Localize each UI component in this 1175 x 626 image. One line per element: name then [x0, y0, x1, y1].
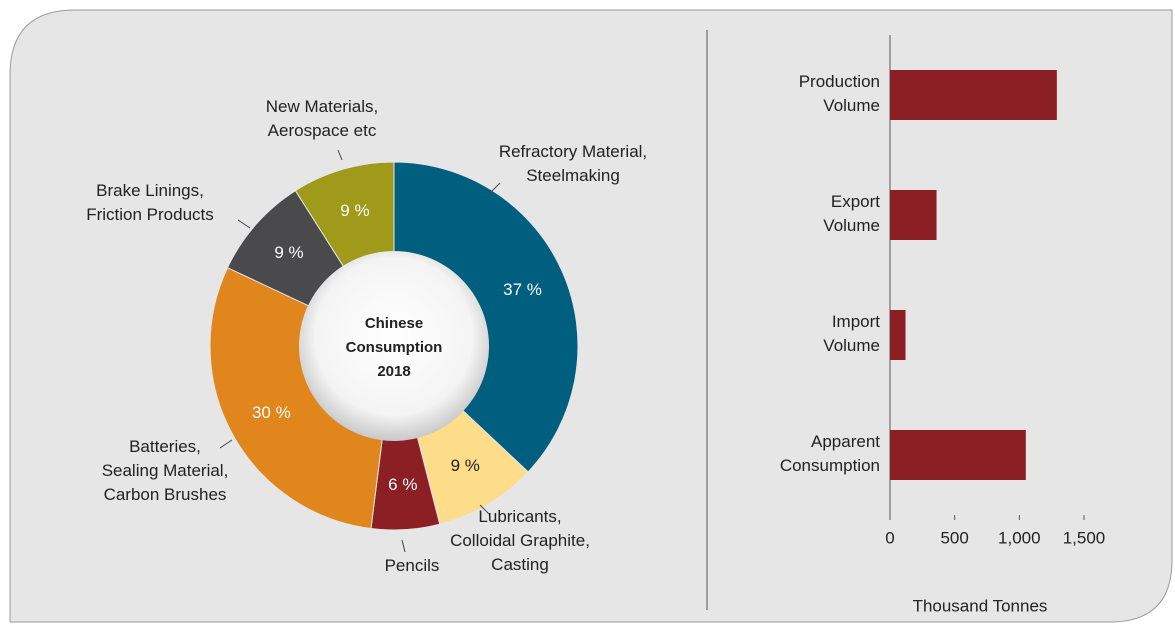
category-label: Lubricants, Colloidal Graphite, Casting: [450, 507, 590, 574]
y-tick-label: Import Volume: [823, 312, 880, 355]
x-tick-label: 1,500: [1063, 528, 1106, 547]
x-tick-label: 0: [885, 528, 894, 547]
slice: [393, 161, 579, 473]
leader-line: [401, 539, 406, 553]
x-tick-label: 1,000: [998, 528, 1041, 547]
x-tick-label: 500: [940, 528, 968, 547]
bar: [890, 70, 1057, 120]
leader-line: [479, 504, 491, 516]
category-label: Refractory Material, Steelmaking: [499, 142, 647, 185]
value-label: 30 %: [252, 403, 291, 422]
y-tick-label: Production Volume: [799, 72, 880, 115]
donut-hole: [299, 251, 489, 441]
leader-line: [337, 149, 343, 161]
value-label: 9 %: [274, 243, 303, 262]
center-label: Chinese Consumption 2018: [346, 315, 443, 380]
x-axis-title: Thousand Tonnes: [913, 596, 1048, 615]
bar: [890, 430, 1026, 480]
leader-line: [489, 182, 501, 194]
value-label: 6 %: [388, 475, 417, 494]
y-tick-label: Apparent Consumption: [780, 432, 880, 475]
value-label: 37 %: [503, 280, 542, 299]
value-label: 9 %: [451, 456, 480, 475]
leader-line: [219, 439, 233, 449]
y-tick-label: Export Volume: [823, 192, 880, 235]
bar: [890, 310, 906, 360]
category-label: New Materials, Aerospace etc: [266, 97, 378, 140]
category-label: Batteries, Sealing Material, Carbon Brushe…: [102, 437, 229, 504]
category-label: Brake Linings, Friction Products: [86, 181, 214, 224]
value-label: 9 %: [340, 201, 369, 220]
leader-line: [237, 219, 251, 229]
category-label: Pencils: [385, 556, 440, 575]
bar: [890, 190, 937, 240]
